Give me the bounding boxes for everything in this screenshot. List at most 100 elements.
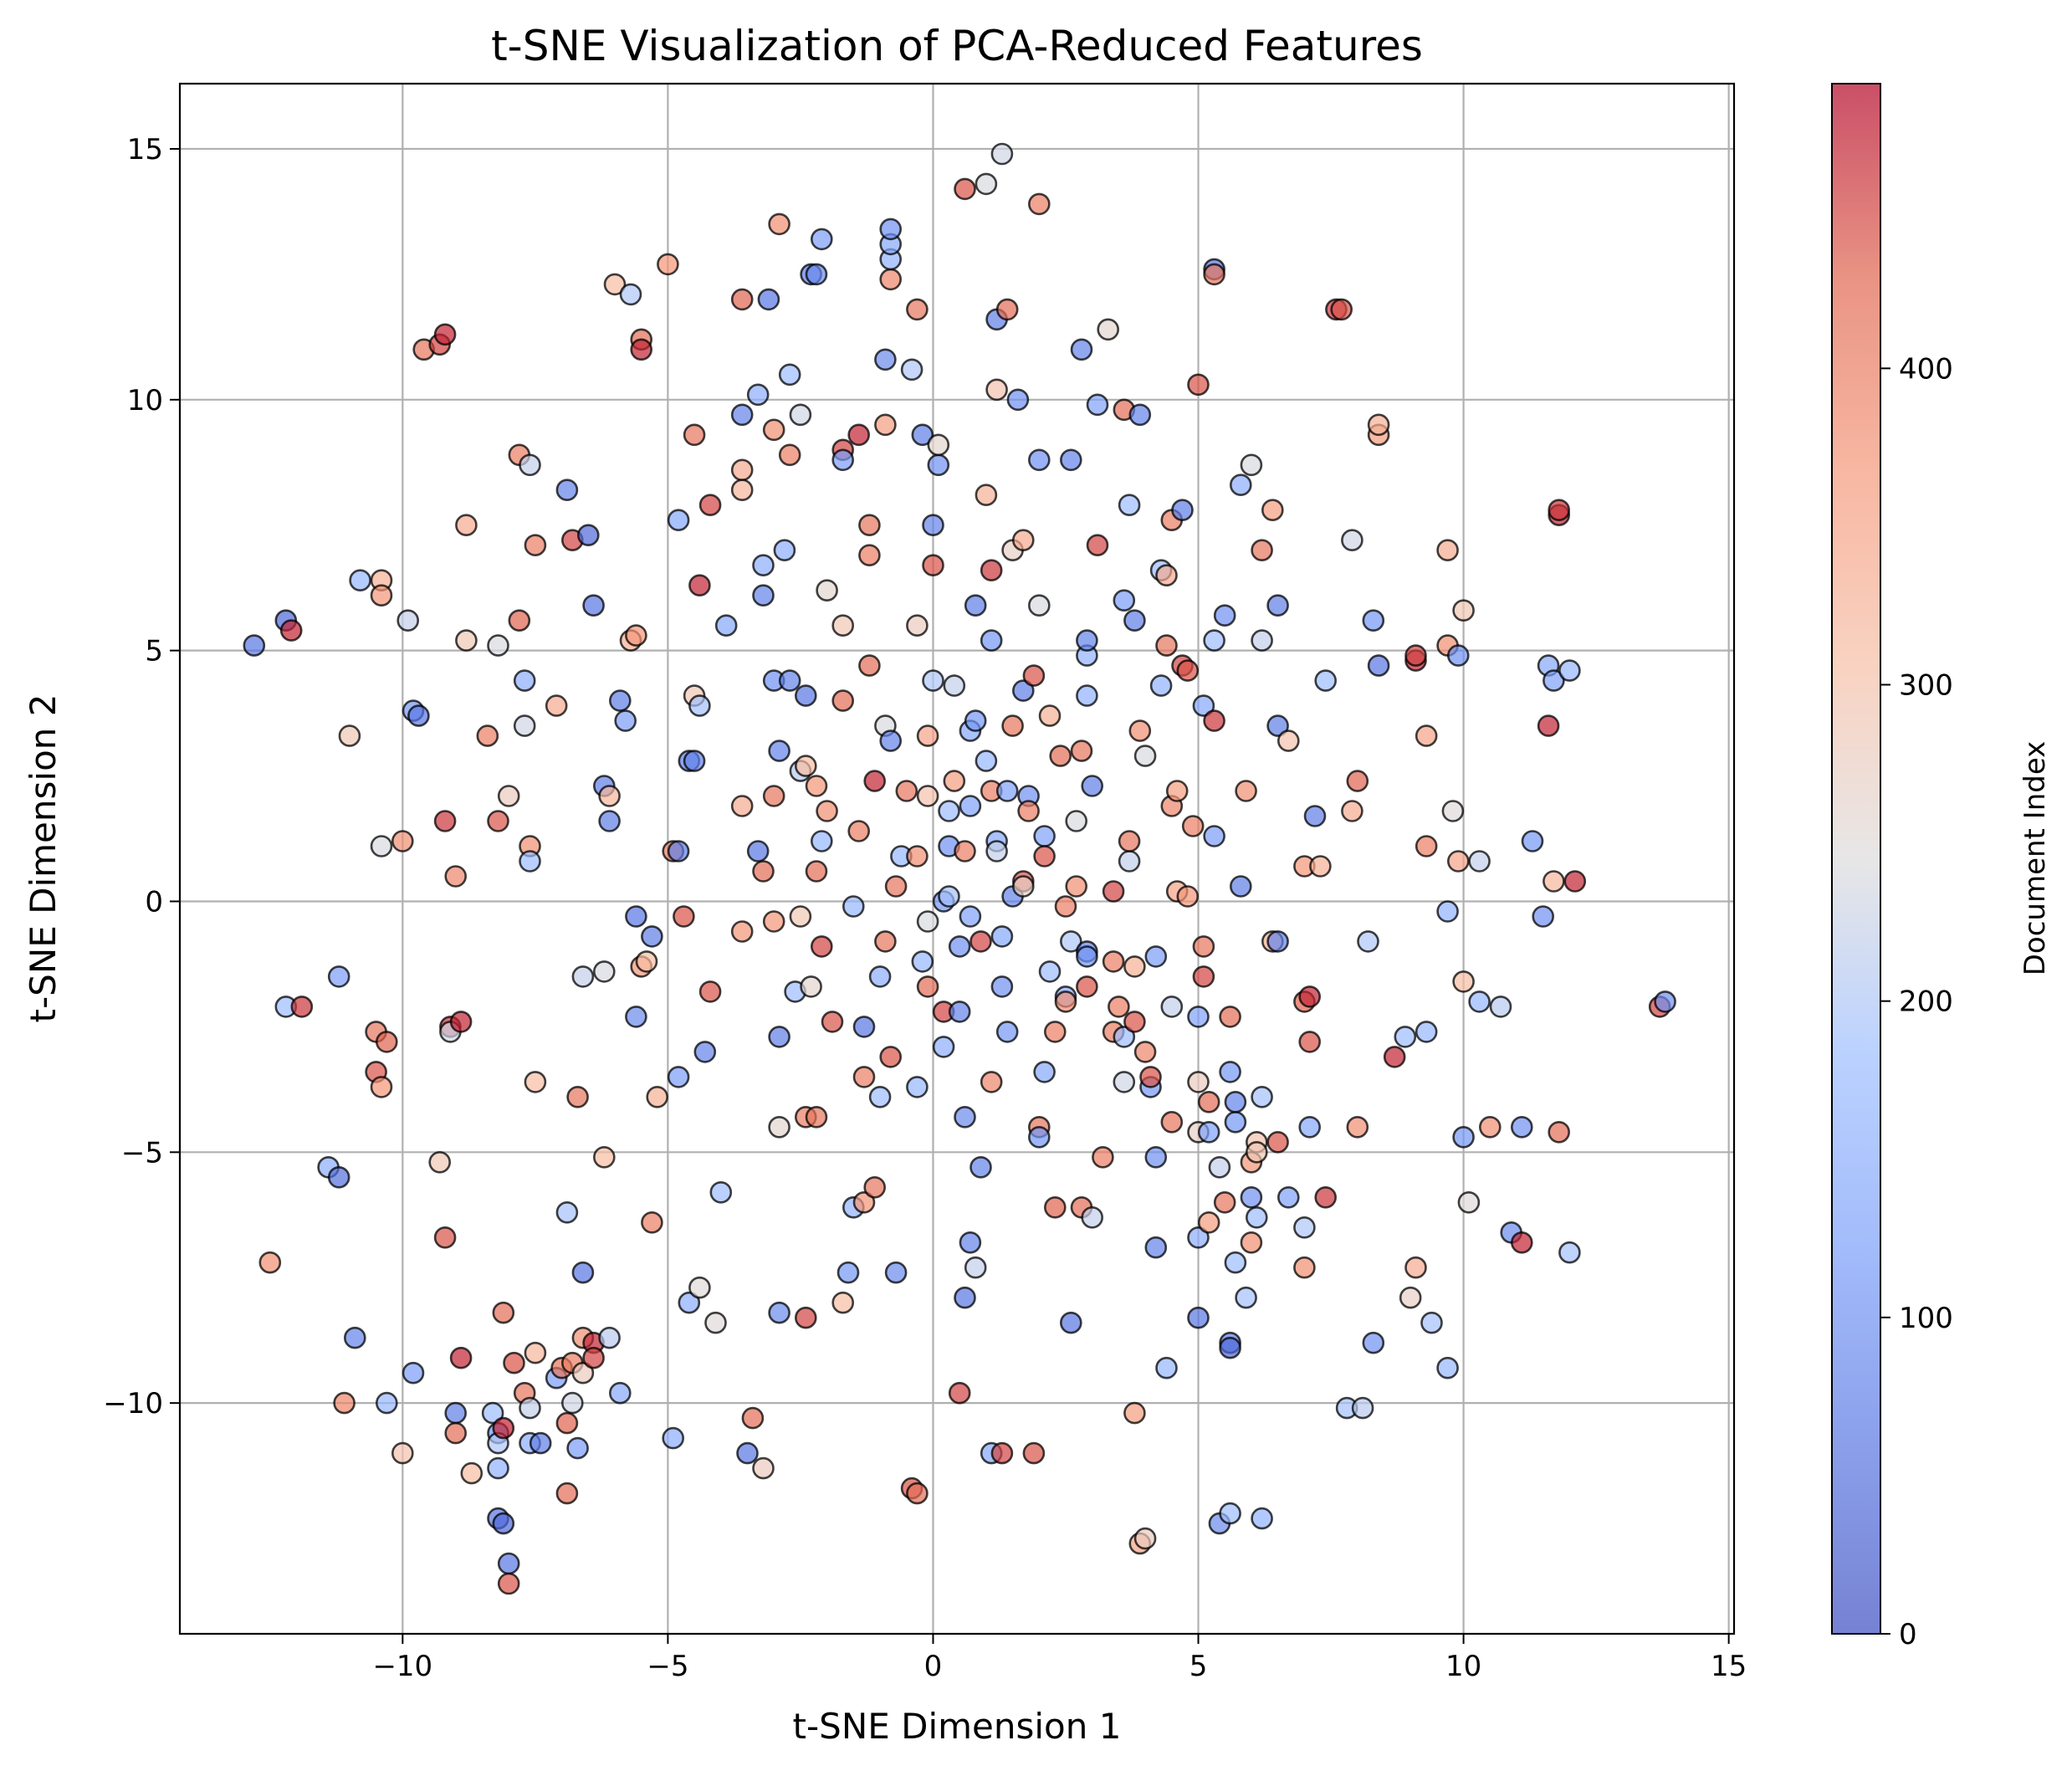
- scatter-point: [566, 1086, 589, 1108]
- scatter-point: [608, 1381, 632, 1405]
- scatter-point: [736, 1441, 759, 1465]
- scatter-point: [1383, 1046, 1406, 1068]
- scatter-point: [1346, 770, 1369, 792]
- scatter-point: [704, 1311, 727, 1334]
- scatter-point: [746, 383, 770, 407]
- scatter-point: [1065, 875, 1087, 898]
- scatter-point: [730, 795, 754, 817]
- scatter-point: [1452, 970, 1475, 993]
- scatter-point: [519, 1396, 541, 1420]
- scatter-point: [1076, 684, 1098, 707]
- scatter-point: [1266, 930, 1289, 953]
- scatter-point: [428, 1151, 452, 1174]
- scatter-point: [863, 770, 886, 792]
- scatter-point: [487, 810, 509, 832]
- scatter-point: [1394, 1026, 1417, 1048]
- scatter-point: [444, 865, 468, 888]
- scatter-point: [874, 413, 897, 437]
- scatter-point: [922, 669, 944, 692]
- scatter-point: [884, 875, 908, 898]
- scatter-point: [805, 860, 828, 883]
- scatter-point: [805, 263, 828, 286]
- x-tick-label: 15: [1711, 1650, 1747, 1683]
- scatter-point: [1489, 996, 1512, 1018]
- scatter-point: [625, 1006, 647, 1028]
- scatter-point: [752, 554, 775, 577]
- scatter-point: [1176, 885, 1200, 908]
- scatter-point: [794, 755, 817, 777]
- scatter-point: [449, 1346, 473, 1369]
- scatter-point: [1266, 1131, 1289, 1154]
- scatter-point: [1001, 714, 1024, 737]
- scatter-point: [975, 172, 998, 196]
- colorbar-label: Document Index: [2018, 741, 2052, 976]
- scatter-point: [571, 1261, 595, 1284]
- scatter-point: [1452, 1126, 1475, 1149]
- scatter-point: [778, 363, 801, 386]
- scatter-point: [667, 840, 690, 862]
- scatter-point: [964, 594, 987, 617]
- x-tick-label: 10: [1445, 1650, 1481, 1683]
- scatter-point: [954, 177, 976, 201]
- scatter-point: [1399, 1286, 1422, 1309]
- scatter-point: [1251, 1086, 1273, 1108]
- scatter-point: [836, 1261, 860, 1284]
- scatter-point: [370, 835, 393, 857]
- scatter-point: [1155, 1356, 1178, 1379]
- scatter-point: [455, 629, 478, 652]
- scatter-point: [1076, 945, 1098, 968]
- scatter-point: [990, 925, 1014, 948]
- scatter-point: [571, 965, 595, 988]
- colorbar-tick-label: 400: [1899, 352, 1953, 386]
- scatter-point: [1298, 985, 1321, 1008]
- scatter-point: [874, 930, 897, 953]
- scatter-point: [1155, 564, 1178, 587]
- scatter-point: [1436, 1356, 1459, 1379]
- scatter-point: [582, 594, 605, 617]
- scatter-point: [555, 479, 579, 502]
- scatter-point: [476, 724, 499, 747]
- y-axis-label: t-SNE Dimension 2: [23, 694, 64, 1023]
- scatter-point: [995, 780, 1019, 802]
- scatter-point: [1054, 895, 1077, 918]
- scatter-point: [1113, 1026, 1136, 1048]
- scatter-point: [954, 840, 976, 862]
- scatter-point: [641, 1211, 663, 1234]
- scatter-point: [444, 1401, 468, 1425]
- scatter-point: [667, 1066, 690, 1088]
- scatter-point: [1028, 448, 1051, 472]
- scatter-point: [879, 218, 902, 241]
- colorbar-tick-label: 100: [1899, 1302, 1953, 1335]
- scatter-point: [1086, 393, 1109, 417]
- scatter-point: [1144, 1146, 1168, 1169]
- scatter-point: [927, 453, 950, 477]
- scatter-point: [1108, 996, 1130, 1018]
- scatter-point: [879, 268, 902, 291]
- scatter-point: [762, 785, 785, 807]
- scatter-point: [1033, 825, 1056, 847]
- scatter-point: [847, 820, 870, 842]
- scatter-point: [667, 509, 690, 532]
- scatter-point: [1139, 1066, 1162, 1088]
- scatter-point: [524, 534, 547, 557]
- scatter-point: [816, 579, 838, 602]
- scatter-point: [1362, 609, 1385, 632]
- scatter-point: [279, 619, 303, 642]
- scatter-point: [481, 1401, 504, 1425]
- scatter-point: [433, 810, 457, 832]
- scatter-point: [592, 960, 616, 983]
- scatter-point: [1351, 1396, 1374, 1420]
- scatter-point: [1246, 1141, 1268, 1164]
- scatter-point: [858, 514, 881, 537]
- scatter-point: [730, 920, 754, 943]
- scatter-point: [1086, 534, 1109, 557]
- scatter-point: [932, 1036, 955, 1058]
- scatter-point: [1128, 403, 1152, 427]
- y-axis-ticks: −10 −5 0 5 10 15: [103, 133, 180, 1420]
- x-tick-label: 5: [1189, 1650, 1208, 1683]
- scatter-point: [433, 323, 457, 346]
- scatter-point: [995, 1021, 1019, 1043]
- scatter-point: [975, 750, 998, 772]
- y-tick-label: −5: [121, 1136, 163, 1170]
- colorbar-gradient: [1832, 84, 1880, 1634]
